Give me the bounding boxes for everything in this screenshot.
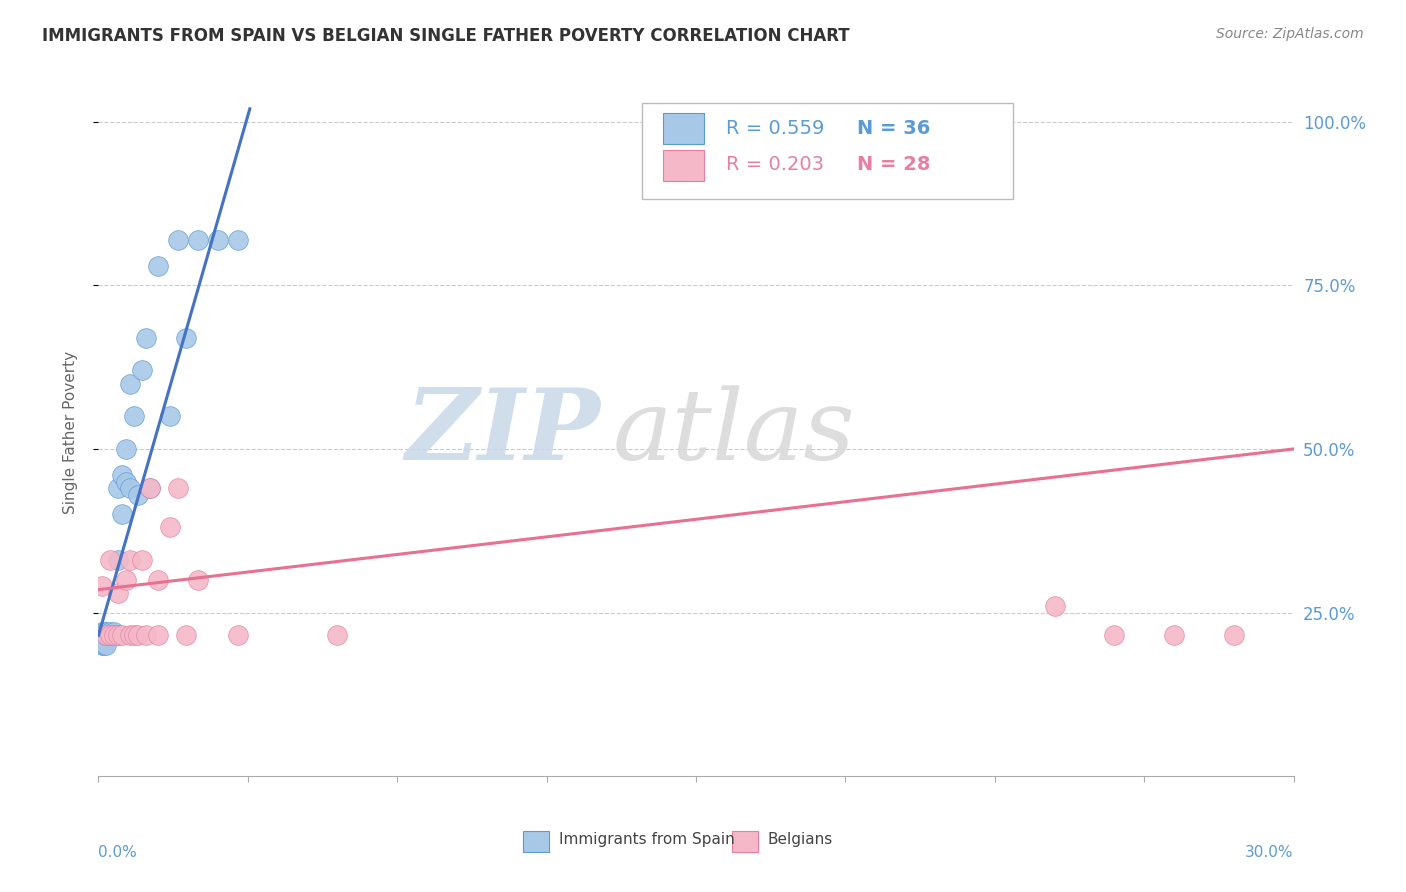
Point [91,579,114,593]
Point [96,628,118,642]
Point [103,628,125,642]
Point [120,376,142,391]
Point [111,628,134,642]
Point [226,233,249,247]
Point [148,573,170,587]
Point [91,628,114,642]
Point [131,553,153,567]
Point [159,520,181,534]
Text: N = 36: N = 36 [858,119,931,138]
Point [115,442,138,456]
Point [1104,628,1126,642]
Text: 0.0%: 0.0% [98,845,138,860]
Point [107,628,129,642]
Point [139,481,162,495]
Point [139,481,162,495]
Point [107,628,129,642]
Point [167,233,190,247]
Point [127,628,149,642]
Point [148,628,170,642]
Text: Immigrants from Spain: Immigrants from Spain [558,832,734,847]
Point [1163,628,1185,642]
Point [1223,628,1246,642]
Point [127,488,149,502]
Point [135,331,157,345]
Point [93,625,115,640]
Text: R = 0.203: R = 0.203 [725,155,824,174]
Text: ZIP: ZIP [405,384,600,481]
Point [1043,599,1066,613]
Point [90,625,112,640]
Point [91,628,114,642]
Point [131,363,153,377]
Y-axis label: Single Father Poverty: Single Father Poverty [63,351,77,514]
Point [115,475,138,489]
Point [98,553,122,567]
Point [120,481,142,495]
Text: N = 28: N = 28 [858,155,931,174]
Text: 30.0%: 30.0% [1246,845,1294,860]
Point [174,331,197,345]
Point [148,259,170,273]
Point [115,573,138,587]
Point [96,625,118,640]
Point [187,573,209,587]
Point [98,628,122,642]
Point [93,638,115,652]
Point [90,632,112,646]
Point [187,233,209,247]
Point [124,409,146,424]
Point [98,625,122,640]
Point [174,628,197,642]
Text: Source: ZipAtlas.com: Source: ZipAtlas.com [1216,27,1364,41]
Text: R = 0.559: R = 0.559 [725,119,824,138]
Point [226,628,249,642]
Point [167,481,190,495]
Point [120,553,142,567]
Bar [662,113,704,145]
Point [91,638,114,652]
Point [96,638,118,652]
Bar [523,831,548,852]
Point [107,481,129,495]
Point [326,628,349,642]
Bar [662,150,704,180]
Point [111,508,134,522]
FancyBboxPatch shape [643,103,1012,199]
Point [96,628,118,642]
Text: atlas: atlas [613,385,855,480]
Point [207,233,229,247]
Point [107,553,129,567]
Point [107,586,129,600]
Point [111,468,134,483]
Point [159,409,181,424]
Point [135,628,157,642]
Text: IMMIGRANTS FROM SPAIN VS BELGIAN SINGLE FATHER POVERTY CORRELATION CHART: IMMIGRANTS FROM SPAIN VS BELGIAN SINGLE … [42,27,849,45]
Point [103,628,125,642]
Bar [733,831,758,852]
Point [124,628,146,642]
Point [98,628,122,642]
Text: Belgians: Belgians [768,832,832,847]
Point [98,628,122,642]
Point [103,625,125,640]
Point [120,628,142,642]
